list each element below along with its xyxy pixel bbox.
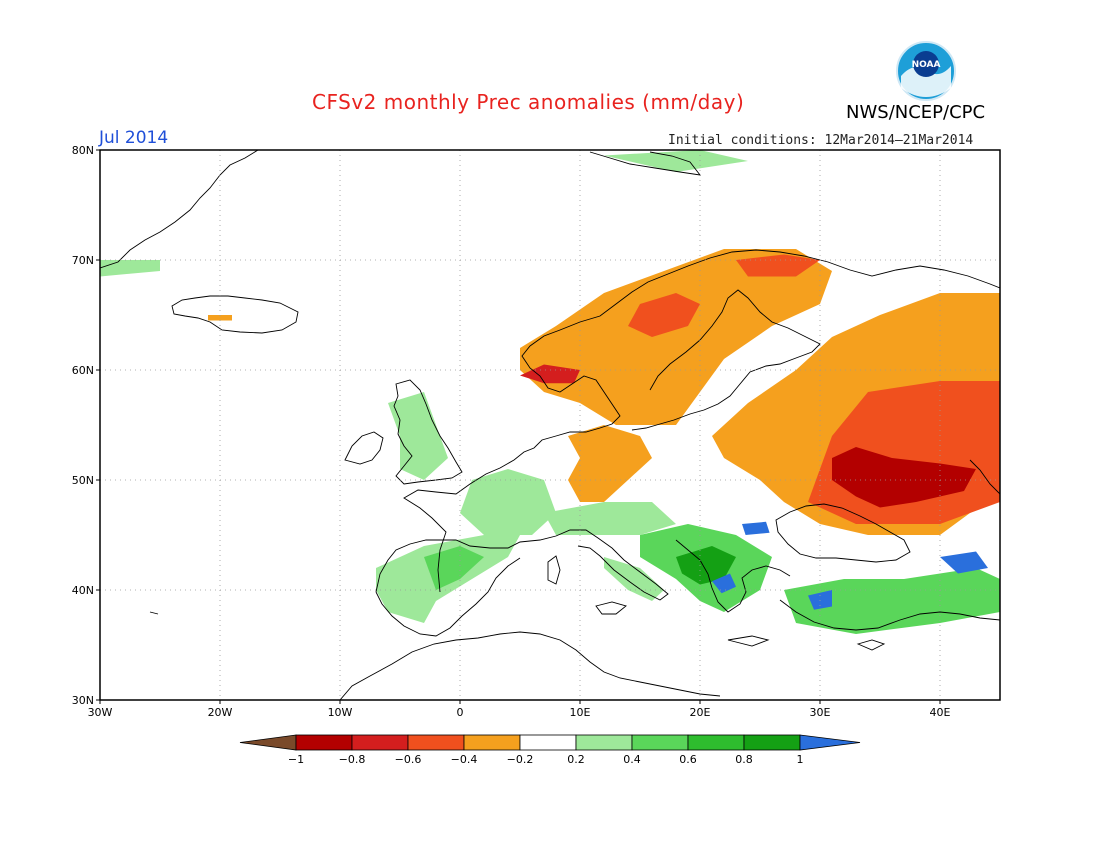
lon-tick-label: 0 <box>457 706 464 719</box>
anomaly-svalbard-wet <box>604 150 748 172</box>
colorbar-bin <box>631 734 689 751</box>
anomaly-france-wet <box>460 469 556 535</box>
anomaly-norway-orange <box>628 293 700 337</box>
colorbar-label: −0.8 <box>339 753 366 766</box>
colorbar-bin <box>463 734 521 751</box>
anomaly-regions <box>100 150 1000 634</box>
anomaly-balkans-dark-green <box>676 546 736 585</box>
colorbar-label: 0.4 <box>623 753 641 766</box>
agency-label: NWS/NCEP/CPC <box>846 102 986 123</box>
anomaly-alps-wet <box>544 502 676 535</box>
initial-conditions-label: Initial conditions: 12Mar2014–21Mar2014 <box>668 133 974 148</box>
colorbar-label: 0.8 <box>735 753 753 766</box>
anomaly-greenland-wet <box>100 260 160 277</box>
lat-tick-label: 70N <box>72 254 94 267</box>
colorbar-label: −0.6 <box>395 753 422 766</box>
lat-tick-label: 80N <box>72 144 94 157</box>
lon-tick-label: 40E <box>930 706 951 719</box>
lon-tick-label: 30E <box>810 706 831 719</box>
colorbar: −1 −0.8 −0.6 −0.4 −0.2 0.2 0.4 0.6 0.8 1 <box>239 734 861 766</box>
colorbar-bin <box>519 734 577 751</box>
colorbar-label: 0.6 <box>679 753 697 766</box>
noaa-logo-text: NOAA <box>912 60 941 70</box>
map-frame <box>99 149 1001 701</box>
anomaly-norway-west-red <box>520 364 580 384</box>
colorbar-bin <box>351 734 409 751</box>
anomaly-iceland-dry <box>208 315 232 321</box>
coastlines <box>100 150 1000 700</box>
month-label: Jul 2014 <box>99 128 169 148</box>
colorbar-bin <box>743 734 801 751</box>
anomaly-russia-deep-red <box>832 447 976 508</box>
chart-title: CFSv2 monthly Prec anomalies (mm/day) <box>312 90 745 114</box>
lon-tick-label: 30W <box>88 706 113 719</box>
anomaly-central-europe-dry <box>568 425 652 502</box>
anomaly-scandinavia-dry <box>520 249 832 425</box>
lat-tick-label: 50N <box>72 474 94 487</box>
axis-labels: 30W 20W 10W 0 10E 20E 30E 40E 30N 40N 50N 60N 70N 80N <box>72 144 951 719</box>
colorbar-bin <box>239 734 297 751</box>
colorbar-label: −0.4 <box>451 753 478 766</box>
colorbar-bin <box>799 734 861 751</box>
anomaly-romania-blue <box>742 521 770 535</box>
lon-tick-label: 10E <box>570 706 591 719</box>
colorbar-bin <box>407 734 465 751</box>
lat-tick-label: 40N <box>72 584 94 597</box>
colorbar-label: −1 <box>288 753 304 766</box>
colorbar-bin <box>295 734 353 751</box>
colorbar-bin <box>575 734 633 751</box>
noaa-logo-icon: NOAA <box>896 41 956 101</box>
colorbar-label: 0.2 <box>567 753 585 766</box>
anomaly-turkey-wet <box>784 568 1000 634</box>
anomaly-italy-wet <box>604 557 664 601</box>
lat-tick-label: 30N <box>72 694 94 707</box>
anomaly-turkey-blue <box>808 590 832 610</box>
lon-tick-label: 20W <box>208 706 233 719</box>
colorbar-label: −0.2 <box>507 753 534 766</box>
colorbar-bin <box>687 734 745 751</box>
colorbar-label: 1 <box>797 753 804 766</box>
anomaly-balkans-blue <box>712 573 736 594</box>
anomaly-uk-wet <box>388 392 448 480</box>
lon-tick-label: 20E <box>690 706 711 719</box>
anomaly-caucasus-blue <box>940 551 988 574</box>
anomaly-lapland-orange <box>736 254 820 277</box>
lon-tick-label: 10W <box>328 706 353 719</box>
gridlines <box>100 150 1000 700</box>
lat-tick-label: 60N <box>72 364 94 377</box>
